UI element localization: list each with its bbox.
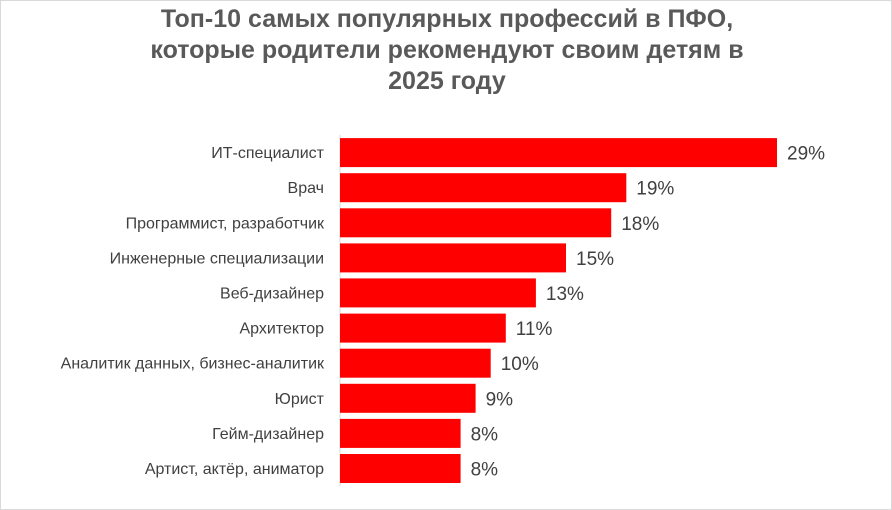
- data-label: 29%: [787, 144, 825, 165]
- category-label: Гейм-дизайнер: [212, 426, 324, 443]
- bar: [340, 208, 612, 238]
- data-label: 15%: [576, 249, 614, 270]
- category-label: ИТ-специалист: [211, 145, 324, 162]
- category-label: Архитектор: [240, 321, 325, 338]
- bar: [340, 383, 476, 413]
- data-label: 9%: [486, 389, 514, 410]
- data-label: 8%: [471, 424, 499, 445]
- bar: [340, 348, 491, 378]
- data-label: 10%: [501, 354, 539, 375]
- category-label: Аналитик данных, бизнес-аналитик: [61, 356, 325, 373]
- data-label: 19%: [636, 179, 674, 200]
- bar: [340, 418, 461, 448]
- category-label: Врач: [288, 180, 324, 197]
- chart-title: Топ-10 самых популярных профессий в ПФО,…: [1, 4, 892, 97]
- bar: [340, 313, 506, 343]
- bar: [340, 278, 536, 308]
- data-label: 11%: [516, 319, 553, 340]
- data-label: 18%: [621, 214, 659, 235]
- bar: [340, 243, 566, 273]
- chart-title-line-3: 2025 году: [388, 67, 506, 95]
- bar: [340, 138, 777, 168]
- data-label: 8%: [471, 460, 499, 481]
- category-label: Инженерные специализации: [110, 250, 324, 267]
- data-label: 13%: [546, 284, 584, 305]
- bar: [340, 173, 627, 203]
- category-label: Веб-дизайнер: [220, 285, 324, 302]
- chart-title-line-2: которые родители рекомендуют своим детям…: [150, 36, 744, 64]
- category-label: Артист, актёр, аниматор: [145, 461, 324, 478]
- chart-title-line-1: Топ-10 самых популярных профессий в ПФО,: [160, 5, 734, 33]
- category-label: Программист, разработчик: [126, 215, 325, 232]
- bar: [340, 454, 461, 483]
- category-label: Юрист: [275, 391, 325, 408]
